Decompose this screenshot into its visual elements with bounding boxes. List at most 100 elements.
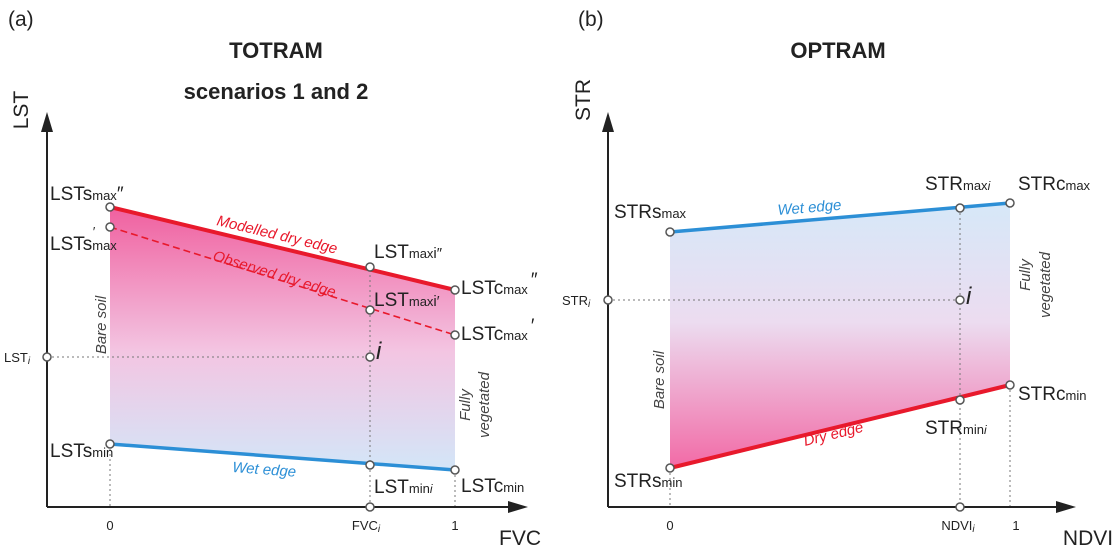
panel-a-point-fvc [365, 502, 375, 512]
panel-b-vegetated: vegetated [1037, 251, 1054, 318]
panel-a-label-lst-min-i: LSTmini [374, 477, 433, 498]
lbl-a5: LST [374, 242, 409, 263]
panel-a-y-arrow [41, 112, 53, 132]
panel-a-title-line2: scenarios 1 and 2 [184, 79, 369, 104]
panel-a-point-lst-max-i1 [365, 305, 375, 315]
panel-a-point-lsti [42, 352, 52, 362]
lbl-a7-sub: min [409, 481, 430, 496]
lbl-a8-mark: ″ [531, 270, 538, 291]
lbl-a6-mark: i′ [433, 293, 439, 310]
panel-b-point-str-max-i [955, 203, 965, 213]
lbl-b1: STRs [614, 202, 662, 223]
panel-b-y-axis-label: STR [572, 79, 595, 121]
panel-b-dry-edge [669, 383, 1011, 470]
panel-a-title-line1: TOTRAM [229, 38, 323, 63]
panel-a-point-lst-min-i [365, 460, 375, 470]
lbl-b6-sub: min [1066, 388, 1087, 403]
panel-a-x-axis-label: FVC [499, 527, 541, 550]
lbl-a9: LSTc [461, 324, 503, 345]
lbl-a2: LSTs [50, 234, 92, 255]
panel-b-label-str-cmin: STRcmin [1018, 384, 1086, 405]
panel-b-point-i [955, 295, 965, 305]
panel-a-label-lst-cmin: LSTcmin [461, 476, 524, 497]
panel-a-label-lst-max-i2: LSTmaxi″ [374, 242, 443, 263]
panel-b-tick-ndvi: NDVIi [941, 518, 975, 535]
panel-a-point-lst-max-i2 [365, 262, 375, 272]
panel-b-point-ndvi [955, 502, 965, 512]
lbl-a9-sub: max [503, 328, 528, 343]
panel-b-label-str-cmax: STRcmax [1018, 174, 1091, 195]
panel-b-point-str-smax [665, 227, 675, 237]
panel-a-x-arrow [508, 501, 528, 513]
panel-a-tick-fvc: FVCi [352, 518, 381, 535]
lbl-b5: STRc [1018, 174, 1066, 195]
panel-b-tick-ndvi-i: i [972, 524, 975, 535]
panel-b-x-arrow [1056, 501, 1076, 513]
panel-a-tick-0: 0 [106, 518, 113, 533]
lbl-a1-sub: max [92, 188, 117, 203]
panel-a-vegetated: vegetated [476, 371, 493, 438]
panel-a-label-lst-i: LSTi [4, 350, 31, 367]
panel-b-point-str-cmin [1005, 380, 1015, 390]
panel-a-point-lst-cmax1 [450, 330, 460, 340]
lbl-a7-mark: i [430, 482, 433, 496]
panel-a-point-i [365, 352, 375, 362]
lbl-a4-sub: min [92, 445, 113, 460]
lbl-b4-mark: i [984, 423, 987, 437]
panel-a-wet-edge [109, 442, 456, 472]
panel-b-point-str-smin [665, 463, 675, 473]
panel-b-title: OPTRAM [790, 38, 885, 63]
panel-b-fully: Fully [1017, 258, 1034, 291]
panel-a-tick-1: 1 [451, 518, 458, 533]
lbl-a4: LSTs [50, 441, 92, 462]
lbl-a5-sub: max [409, 246, 434, 261]
panel-b-point-str-min-i [955, 395, 965, 405]
lbl-b2-sub: min [662, 475, 683, 490]
panel-a-label-lst-smax1: LSTsmax′ [50, 224, 117, 255]
panel-a-point-lst-smax2 [105, 202, 115, 212]
panel-b: (b) OPTRAM STR NDVI 0 NDVIi 1 STRsmax ST… [562, 8, 1113, 550]
lbl-a2-sub: max [92, 238, 117, 253]
panel-a-point-lst-cmax2 [450, 285, 460, 295]
lbl-a1-mark: ″ [117, 184, 124, 205]
lbl-b3-sub: max [963, 178, 988, 193]
panel-a-point-lst-smax1 [105, 222, 115, 232]
panel-b-label-str-max-i: STRmaxi [925, 174, 991, 195]
panel-b-wet-edge [669, 201, 1011, 234]
panel-a-label-lst-smin: LSTsmin [50, 441, 113, 462]
panel-a-label-lst-cmax1: LSTcmax ′ [461, 316, 535, 345]
panel-b-x-axis-label: NDVI [1063, 527, 1113, 550]
panel-b-trapezoid-fill [670, 203, 1010, 468]
panel-b-point-str-cmax [1005, 198, 1015, 208]
panel-a-label-lst-cmax2: LSTcmax ″ [461, 270, 538, 299]
lbl-b4: STR [925, 418, 963, 439]
panel-a-fully: Fully [457, 388, 474, 421]
panel-b-label-str-i: STRi [562, 293, 591, 310]
lbl-b1-sub: max [662, 206, 687, 221]
lbl-b3-mark: i [988, 179, 991, 193]
panel-a-point-lst-cmin [450, 465, 460, 475]
lbl-a6-sub: max [409, 294, 434, 309]
lbl-a8-sub: max [503, 282, 528, 297]
lbl-a3: LST [4, 350, 28, 365]
lbl-a9-mark: ′ [531, 316, 535, 337]
lbl-b7-sub: i [588, 299, 591, 310]
panel-a-trapezoid-fill [110, 207, 455, 470]
panel-a-edge-wet: Wet edge [232, 459, 297, 481]
panel-a-observed-dry-edge [109, 226, 456, 336]
panel-a-bare-soil: Bare soil [93, 295, 110, 354]
panel-b-tick-ndvi-main: NDVI [941, 518, 972, 533]
panel-b-tag: (b) [578, 8, 604, 31]
panel-b-label-str-min-i: STRmini [925, 418, 987, 439]
lbl-a3-sub: i [28, 356, 31, 367]
panel-b-label-str-smin: STRsmin [614, 471, 682, 492]
lbl-a2-mark: ′ [93, 224, 96, 239]
panel-b-tick-0: 0 [666, 518, 673, 533]
panel-b-y-arrow [602, 112, 614, 132]
lbl-b2: STRs [614, 471, 662, 492]
panel-a-label-lst-max-i1: LSTmaxi′ [374, 290, 440, 311]
lbl-a7: LST [374, 477, 409, 498]
lbl-a5-mark: i″ [433, 245, 442, 262]
lbl-b7: STR [562, 293, 588, 308]
